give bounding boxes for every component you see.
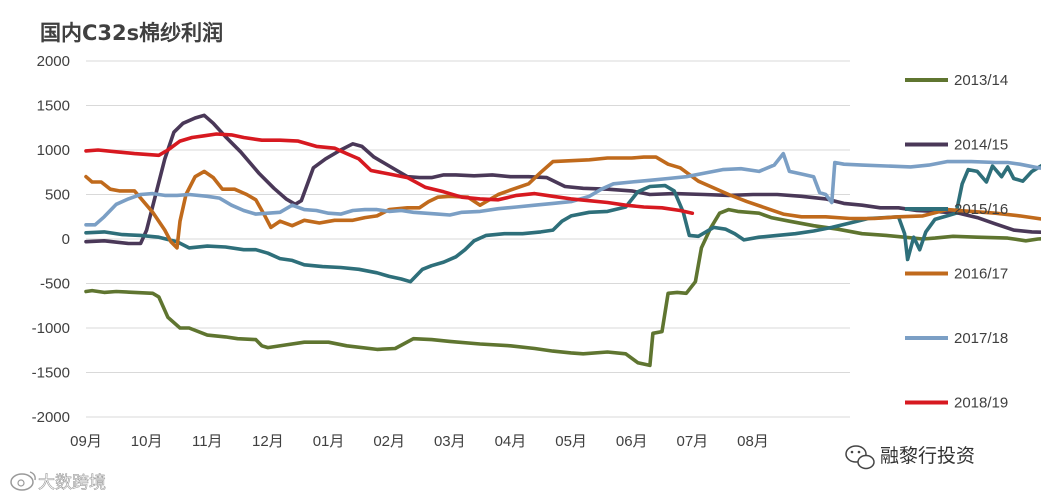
series-lines (84, 113, 1041, 368)
series-line-2018-19 (84, 132, 695, 215)
x-tick-label: 08月 (737, 433, 769, 450)
weibo-icon (10, 471, 36, 491)
y-tick-label: 0 (62, 231, 70, 248)
chart-title: 国内C32s棉纱利润 (40, 21, 223, 45)
y-tick-label: 1000 (37, 142, 70, 159)
y-tick-label: -2000 (32, 409, 70, 426)
x-tick-label: 12月 (252, 433, 284, 450)
x-tick-label: 01月 (313, 433, 345, 450)
x-tick-label: 07月 (677, 433, 709, 450)
x-tick-label: 11月 (192, 433, 223, 450)
legend-label: 2018/19 (954, 395, 1008, 412)
wechat-icon (845, 445, 875, 470)
legend-label: 2013/14 (954, 72, 1008, 89)
legend-label: 2015/16 (954, 201, 1008, 218)
y-tick-label: 2000 (37, 53, 70, 70)
legend-label: 2016/17 (954, 266, 1008, 283)
series-line-2016-17 (84, 155, 1041, 250)
watermark-left: 大数跨境 (10, 471, 106, 493)
gridlines (86, 60, 850, 418)
x-tick-label: 06月 (616, 433, 648, 450)
watermark-left-text: 大数跨境 (38, 473, 106, 493)
y-tick-label: 500 (45, 187, 70, 204)
legend-label: 2014/15 (954, 137, 1008, 154)
series-line-2013-14 (84, 207, 1041, 368)
series-line-2017-18 (84, 151, 1041, 227)
x-tick-label: 03月 (434, 433, 466, 450)
y-axis-tick-labels: 2000 1500 1000 500 0 -500 -1000 -1500 -2000 (32, 53, 70, 426)
x-tick-label: 04月 (495, 433, 527, 450)
series-line-2015-16 (84, 163, 1041, 284)
y-tick-label: -1500 (32, 365, 70, 382)
x-tick-label: 10月 (131, 433, 163, 450)
x-tick-label: 09月 (70, 433, 102, 450)
legend: 2013/14 2014/15 2015/16 2016/17 2017/18 2018/… (905, 72, 1008, 412)
y-tick-label: 1500 (37, 98, 70, 115)
y-tick-label: -1000 (32, 320, 70, 337)
y-tick-label: -500 (40, 276, 70, 293)
watermark-right-text: 融黎行投资 (880, 445, 975, 467)
x-tick-label: 05月 (555, 433, 587, 450)
x-axis-tick-labels: 09月 10月 11月 12月 01月 02月 03月 04月 05月 06月 07月 08月 (70, 433, 769, 450)
watermark-right: 融黎行投资 (845, 445, 975, 470)
series-line-2014-15 (84, 113, 1041, 246)
legend-label: 2017/18 (954, 330, 1008, 347)
x-tick-label: 02月 (373, 433, 405, 450)
